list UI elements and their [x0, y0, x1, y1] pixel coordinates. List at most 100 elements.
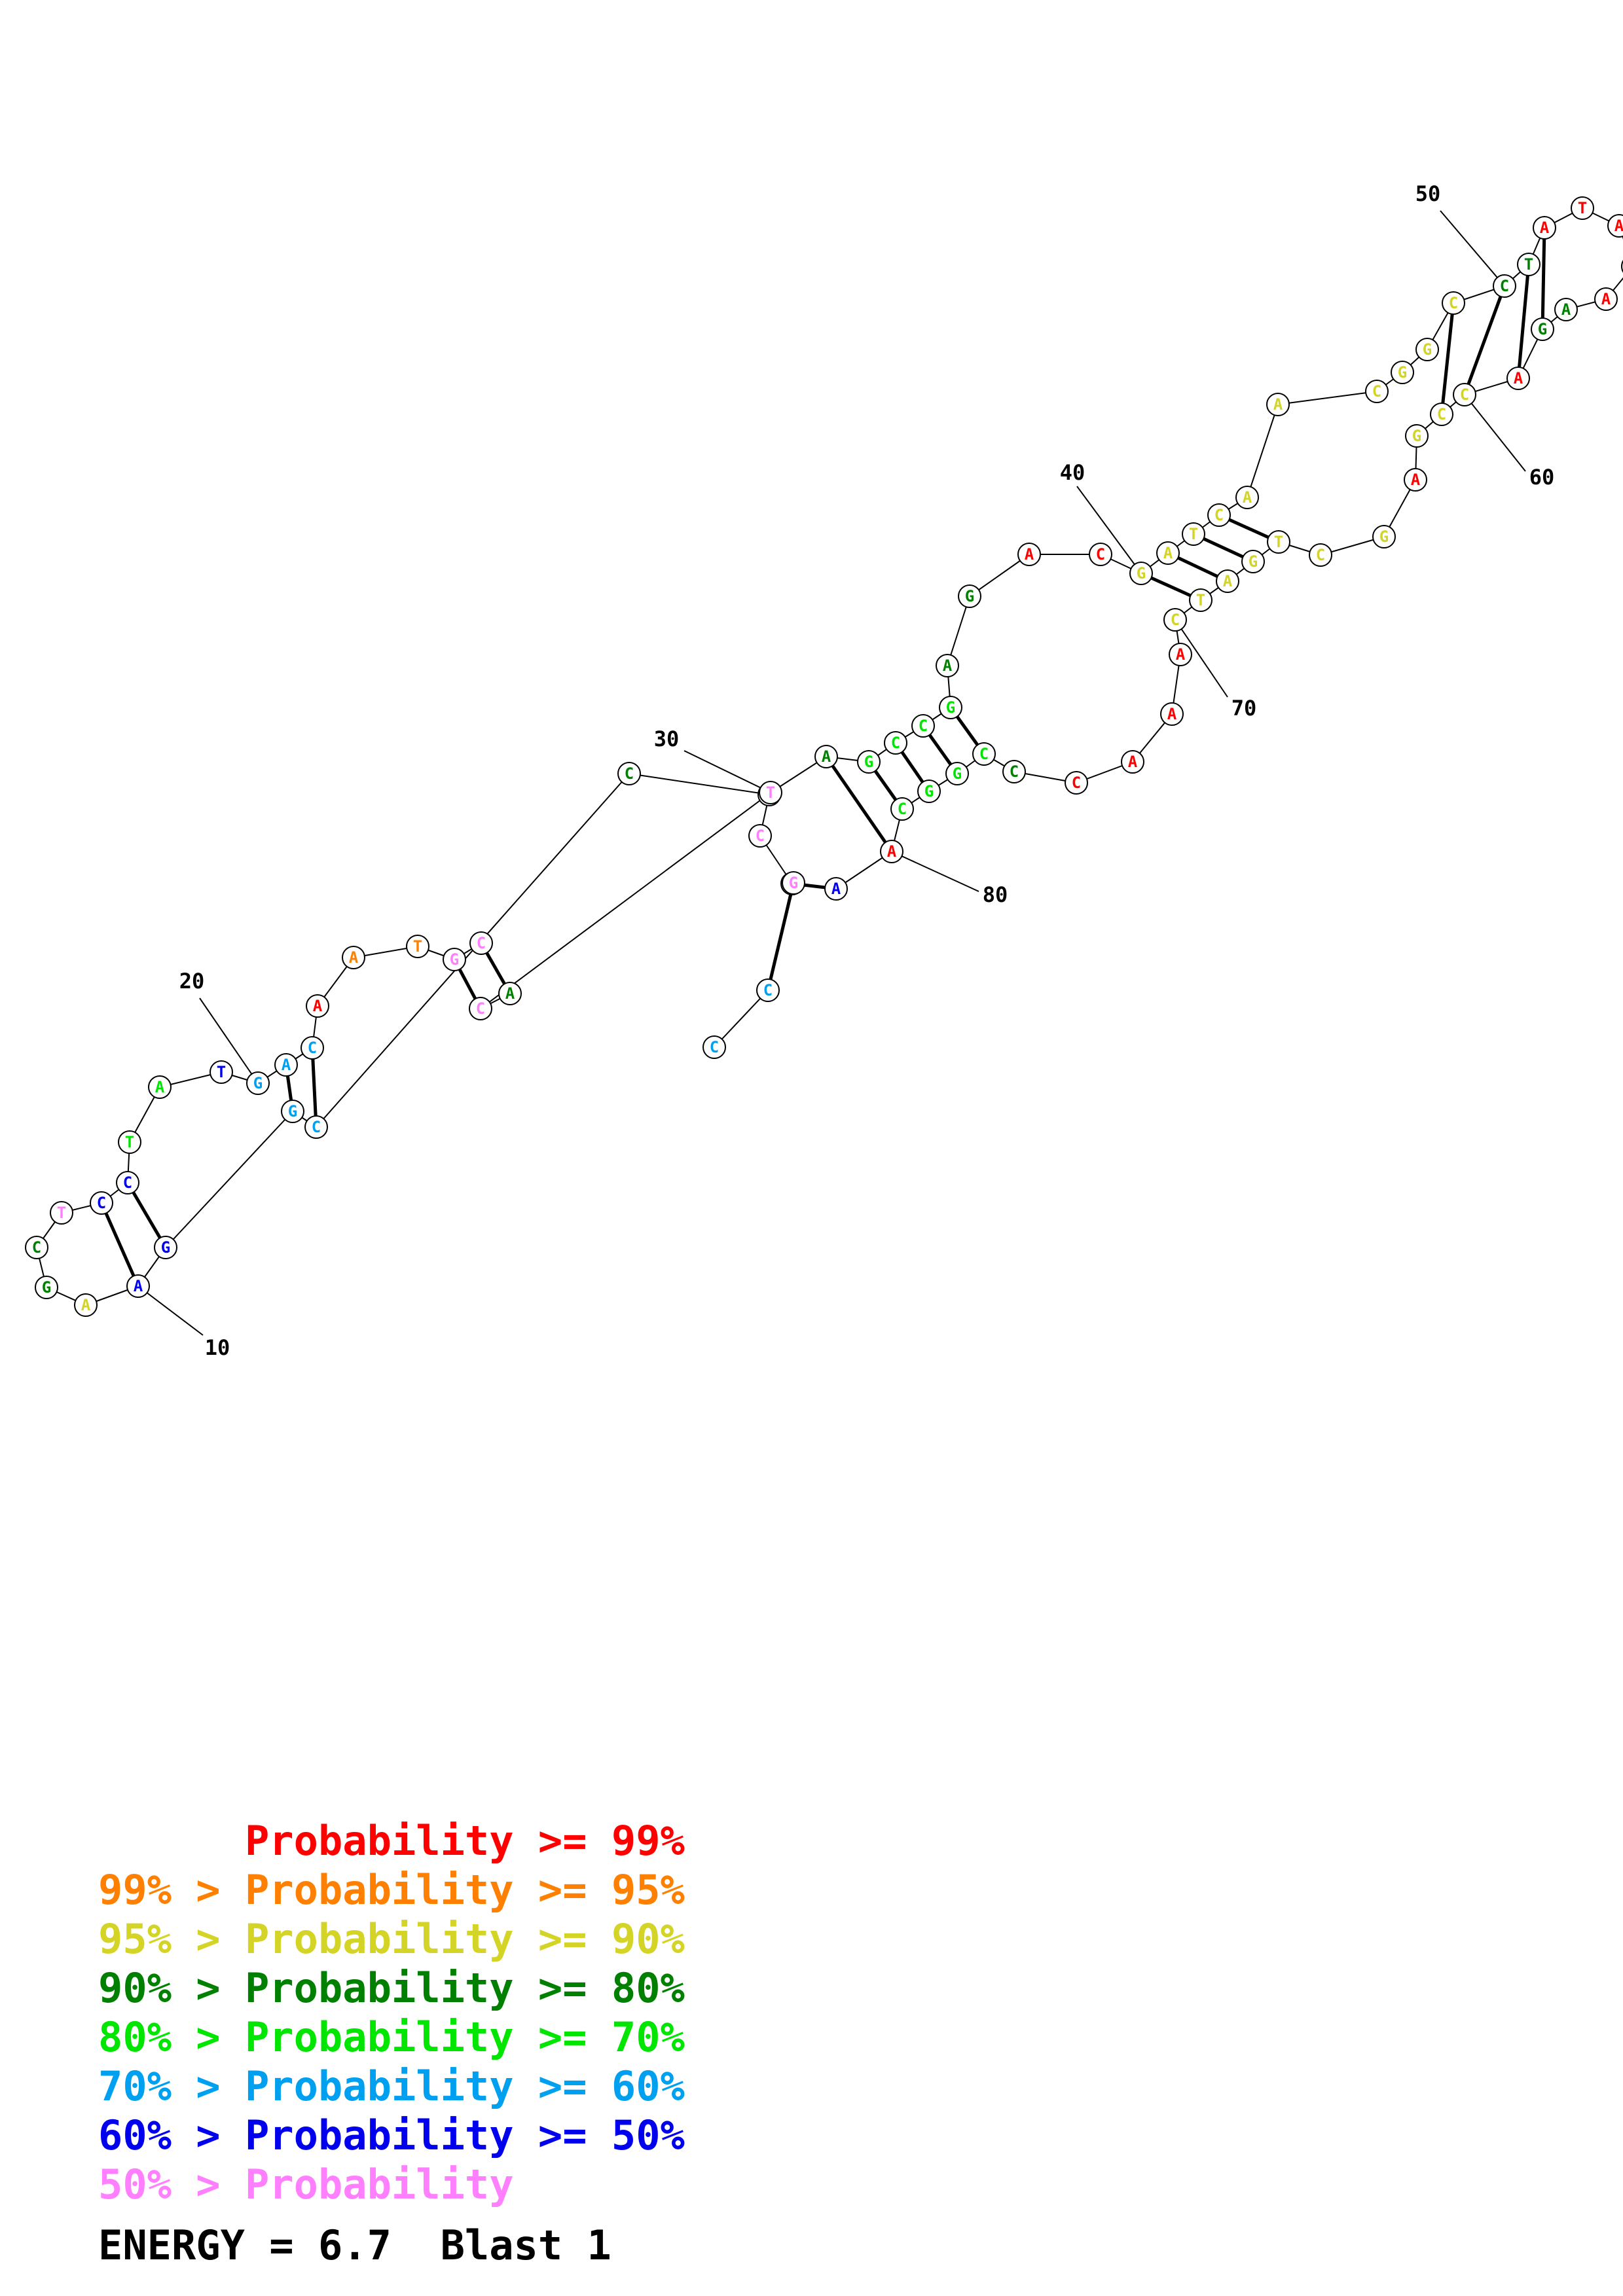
backbone-link: [969, 554, 1030, 597]
nucleotide-base: C: [97, 1194, 106, 1212]
legend-line-p95: 99% > Probability >= 95%: [98, 1866, 685, 1914]
nucleotide-circle: [814, 745, 838, 768]
base-pair-bond: [1463, 285, 1506, 395]
nucleotide-base: A: [1273, 395, 1283, 414]
nucleotide-base: C: [1460, 386, 1469, 404]
nucleotide-base: G: [450, 950, 459, 969]
legend-line-p60: 70% > Probability >= 60%: [98, 2062, 685, 2110]
nucleotide-circle: [118, 1130, 141, 1154]
nucleotide: C: [1065, 771, 1088, 795]
nucleotide: G: [917, 780, 941, 803]
nucleotide-circle: [469, 931, 493, 955]
nucleotide: A: [1533, 216, 1556, 240]
nucleotide-circle: [1241, 550, 1265, 573]
nucleotide-base: A: [943, 656, 953, 675]
nucleotide: A: [936, 654, 959, 677]
nucleotide-circle: [1372, 525, 1396, 548]
nucleotide: G: [1241, 550, 1265, 573]
nucleotide-circle: [890, 797, 914, 821]
nucleotide-base: G: [42, 1278, 51, 1297]
nucleotide: C: [890, 797, 914, 821]
nucleotide-circle: [1594, 287, 1618, 311]
nucleotide: A: [1160, 702, 1184, 726]
nucleotide: C: [756, 978, 780, 1002]
position-label: 10: [205, 1335, 230, 1360]
nucleotide: C: [301, 1036, 324, 1060]
nucleotide-base: C: [625, 764, 634, 783]
nucleotide: A: [306, 994, 329, 1018]
nucleotide-base: C: [1449, 294, 1458, 312]
base-pair-bond: [1541, 227, 1546, 330]
nucleotide: T: [50, 1201, 73, 1225]
nucleotide: C: [702, 1035, 726, 1059]
nucleotide-circle: [342, 946, 365, 969]
nucleotide: G: [246, 1071, 270, 1095]
nucleotide-base: C: [1171, 611, 1180, 629]
legend-line-p70: 80% > Probability >= 70%: [98, 2013, 685, 2061]
nucleotide-circle: [1017, 543, 1041, 566]
nucleotide-base: G: [1538, 320, 1547, 338]
nucleotide-circle: [1156, 541, 1180, 565]
nucleotide-base: A: [1223, 572, 1233, 590]
nucleotide: G: [958, 584, 981, 608]
nucleotide-nodes: CCGCGCCGGAAGCTCCTATGACAATGCACTAGCCGAGACG…: [25, 196, 1623, 1317]
nucleotide: A: [1235, 486, 1259, 509]
nucleotide-circle: [1365, 380, 1389, 403]
nucleotide: C: [469, 997, 492, 1020]
nucleotide: T: [1189, 588, 1213, 612]
nucleotide-base: G: [1137, 564, 1146, 583]
nucleotide-base: C: [1500, 277, 1509, 295]
backbone-link: [714, 990, 769, 1048]
nucleotide-circle: [274, 1053, 298, 1077]
nucleotide-base: C: [476, 999, 485, 1018]
nucleotide-circle: [1089, 543, 1112, 566]
position-tick: [1440, 210, 1505, 287]
nucleotide: C: [972, 742, 996, 766]
nucleotide-circle: [945, 762, 969, 785]
nucleotide-circle: [958, 584, 981, 608]
nucleotide: G: [154, 1236, 177, 1259]
backbone-link: [1277, 391, 1377, 405]
backbone-link: [480, 792, 771, 1009]
nucleotide-circle: [1207, 503, 1231, 527]
nucleotide-circle: [90, 1191, 113, 1215]
nucleotide-circle: [1065, 771, 1088, 795]
nucleotide-circle: [1531, 317, 1554, 341]
nucleotide-circle: [1415, 338, 1439, 361]
nucleotide-circle: [911, 714, 935, 738]
nucleotide-base: A: [1614, 217, 1623, 235]
nucleotide-base: T: [125, 1133, 134, 1151]
nucleotide-base: A: [505, 984, 515, 1003]
nucleotide-base: G: [953, 764, 962, 783]
nucleotide: C: [617, 762, 641, 785]
nucleotide: A: [1554, 298, 1578, 321]
nucleotide-base: A: [155, 1078, 165, 1096]
nucleotide-base: C: [1010, 762, 1019, 781]
nucleotide: A: [1216, 569, 1239, 593]
nucleotide: T: [1267, 530, 1290, 554]
nucleotide-circle: [782, 871, 805, 895]
nucleotide-base: T: [766, 783, 775, 802]
nucleotide-base: A: [1243, 488, 1252, 507]
nucleotide-base: A: [81, 1296, 91, 1314]
nucleotide-circle: [1129, 562, 1153, 585]
nucleotide: A: [148, 1075, 172, 1099]
energy-label: ENERGY = 6.7 Blast 1: [98, 2221, 611, 2269]
nucleotide: A: [342, 946, 365, 969]
nucleotide: C: [1442, 291, 1465, 315]
nucleotide: C: [469, 931, 493, 955]
legend-line-p80: 90% > Probability >= 80%: [98, 1964, 685, 2012]
nucleotide-circle: [281, 1100, 304, 1123]
nucleotide-circle: [1404, 468, 1427, 492]
nucleotide-circle: [1607, 214, 1623, 238]
nucleotide: G: [35, 1276, 58, 1299]
nucleotide-base: C: [756, 827, 765, 845]
nucleotide-circle: [1453, 383, 1476, 406]
nucleotide-base: A: [1540, 219, 1550, 237]
nucleotide-base: A: [887, 842, 897, 861]
nucleotide: A: [126, 1274, 150, 1298]
nucleotide-base: G: [1249, 552, 1258, 571]
nucleotide-base: A: [1176, 645, 1186, 664]
nucleotide-base: G: [864, 753, 873, 771]
